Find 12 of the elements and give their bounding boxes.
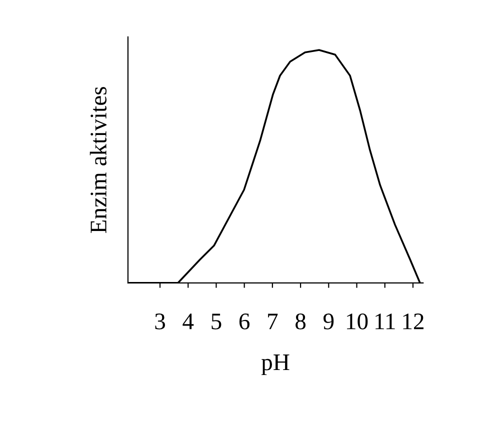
x-tick-label: 8 (296, 313, 306, 330)
x-tick-label: 5 (212, 314, 222, 330)
x-tick-label: 12 (403, 314, 424, 330)
x-tick-label: 10 (347, 313, 368, 330)
x-tick-label: 7 (268, 314, 278, 330)
x-tick-label: 11 (376, 314, 395, 330)
x-tick-label: 6 (239, 314, 250, 330)
x-axis-title: pH (261, 354, 290, 376)
x-tick-label: 3 (155, 314, 165, 330)
y-axis-title: Enzim aktivites (90, 87, 107, 234)
x-tick-label: 9 (324, 314, 334, 330)
x-tick-label: 4 (182, 314, 194, 330)
